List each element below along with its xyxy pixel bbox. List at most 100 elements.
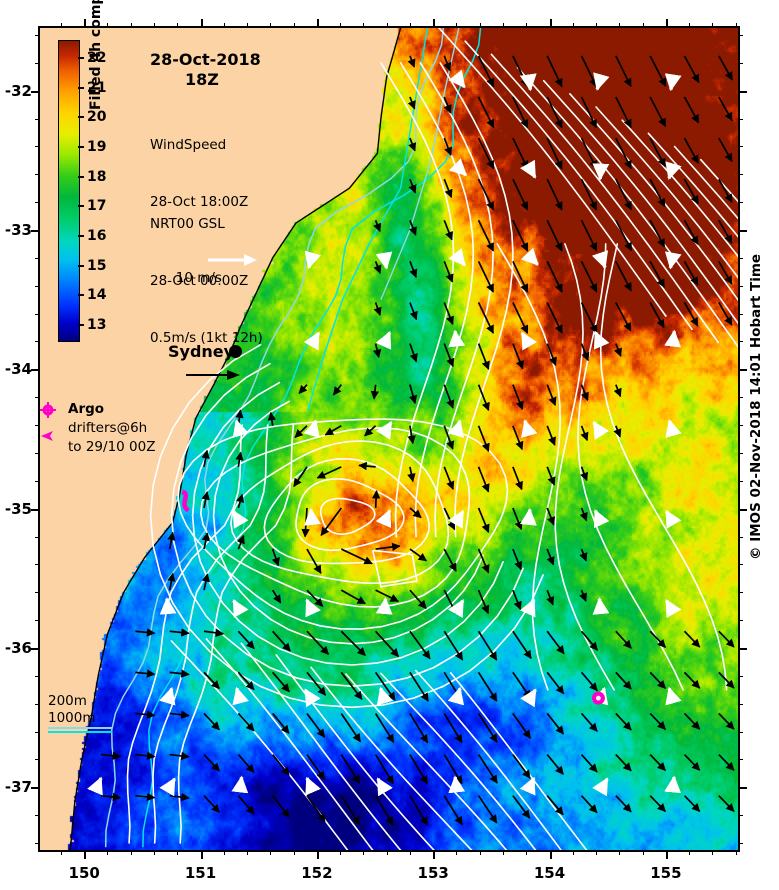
argo-legend-line2: drifters@6h xyxy=(68,420,148,436)
current-arrow xyxy=(683,671,701,689)
y-minor-tick xyxy=(35,257,40,259)
current-arrow xyxy=(237,671,255,691)
current-arrow xyxy=(546,548,555,566)
current-arrow xyxy=(546,589,555,606)
gsl-eddy-contour xyxy=(199,427,471,608)
current-arrow xyxy=(649,712,666,730)
current-arrow xyxy=(272,712,290,734)
wind-arrow xyxy=(159,597,177,615)
current-arrow xyxy=(443,55,452,72)
current-arrow xyxy=(683,630,701,648)
y-minor-tick xyxy=(738,62,743,64)
gsl-line xyxy=(599,243,728,691)
x-minor-tick xyxy=(60,23,62,28)
current-arrow xyxy=(615,753,632,772)
wind-legend-line2: 28-Oct 18:00Z xyxy=(150,194,249,210)
x-minor-tick xyxy=(60,850,62,855)
current-arrow xyxy=(512,795,531,819)
y-minor-tick xyxy=(35,592,40,594)
current-arrow xyxy=(373,219,382,233)
y-minor-tick xyxy=(738,174,743,176)
argo-float-center xyxy=(596,695,601,701)
current-arrow xyxy=(407,466,416,483)
wind-arrow xyxy=(375,251,393,270)
current-arrow xyxy=(579,507,588,522)
current-arrow xyxy=(649,96,667,128)
x-minor-tick xyxy=(293,850,295,855)
wind-arrow xyxy=(593,509,610,529)
current-arrow xyxy=(546,343,557,367)
y-major-tick xyxy=(738,647,747,650)
current-arrow xyxy=(718,753,735,771)
gsl-line xyxy=(310,666,473,850)
x-major-tick xyxy=(665,19,668,28)
y-minor-tick xyxy=(35,452,40,454)
x-minor-tick xyxy=(526,23,528,28)
current-arrow xyxy=(203,671,220,690)
current-arrow xyxy=(135,710,156,719)
y-major-tick xyxy=(31,90,40,93)
wind-arrow xyxy=(593,330,610,350)
y-major-tick xyxy=(738,369,747,372)
current-arrow xyxy=(615,219,633,252)
current-arrow xyxy=(512,466,523,491)
current-arrow xyxy=(546,384,557,406)
current-arrow xyxy=(443,302,454,326)
current-arrow xyxy=(316,466,342,479)
current-arrow xyxy=(477,343,490,370)
current-arrow xyxy=(301,507,310,538)
current-arrow xyxy=(375,589,399,603)
y-minor-tick xyxy=(35,731,40,733)
colorbar-tick xyxy=(78,264,84,267)
current-arrow xyxy=(374,795,394,826)
y-minor-tick xyxy=(738,620,743,622)
current-arrow xyxy=(408,178,417,194)
current-arrow xyxy=(298,384,308,394)
x-major-tick xyxy=(433,850,436,859)
current-arrow xyxy=(443,384,455,409)
current-arrow xyxy=(443,137,453,156)
drifter-arrow-icon xyxy=(41,431,53,441)
gsl-line xyxy=(647,132,738,238)
current-arrow xyxy=(408,137,417,152)
current-arrow xyxy=(203,712,220,731)
wind-arrow xyxy=(87,776,103,796)
y-minor-tick xyxy=(738,313,743,315)
wind-arrow xyxy=(592,420,610,440)
current-arrow xyxy=(374,630,400,658)
y-minor-tick xyxy=(35,564,40,566)
y-minor-tick xyxy=(738,815,743,817)
map-plot-area[interactable] xyxy=(38,26,740,852)
current-arrow xyxy=(718,55,733,81)
x-minor-tick xyxy=(223,850,225,855)
wind-arrow xyxy=(448,158,468,177)
x-minor-tick xyxy=(689,23,691,28)
current-arrow xyxy=(580,630,599,651)
gsl-line xyxy=(212,400,484,645)
current-arrow xyxy=(613,425,622,438)
y-minor-tick xyxy=(738,202,743,204)
current-arrow xyxy=(409,713,429,744)
current-arrow xyxy=(100,792,122,802)
y-minor-tick xyxy=(35,341,40,343)
gsl-line xyxy=(595,106,738,279)
current-arrow xyxy=(649,55,667,87)
gsl-eddy-contour xyxy=(230,440,450,584)
current-arrow xyxy=(683,302,699,327)
y-axis-label: -36 xyxy=(4,638,32,657)
current-arrow xyxy=(512,137,529,170)
current-arrow xyxy=(649,302,665,329)
gsl-line xyxy=(439,62,514,538)
current-arrow xyxy=(409,630,431,660)
current-arrow xyxy=(580,671,598,692)
colorbar-tick-label: 18 xyxy=(87,168,107,185)
gsl-line xyxy=(569,93,738,302)
gsl-line xyxy=(205,638,374,850)
current-arrow xyxy=(718,302,733,326)
current-arrow xyxy=(649,795,666,813)
gsl-legend-line3: 0.5m/s (1kt 12h) xyxy=(150,330,263,346)
current-arrow xyxy=(615,795,632,813)
argo-legend-line3: to 29/10 00Z xyxy=(68,439,156,455)
x-minor-tick xyxy=(130,850,132,855)
current-arrow xyxy=(512,260,529,293)
